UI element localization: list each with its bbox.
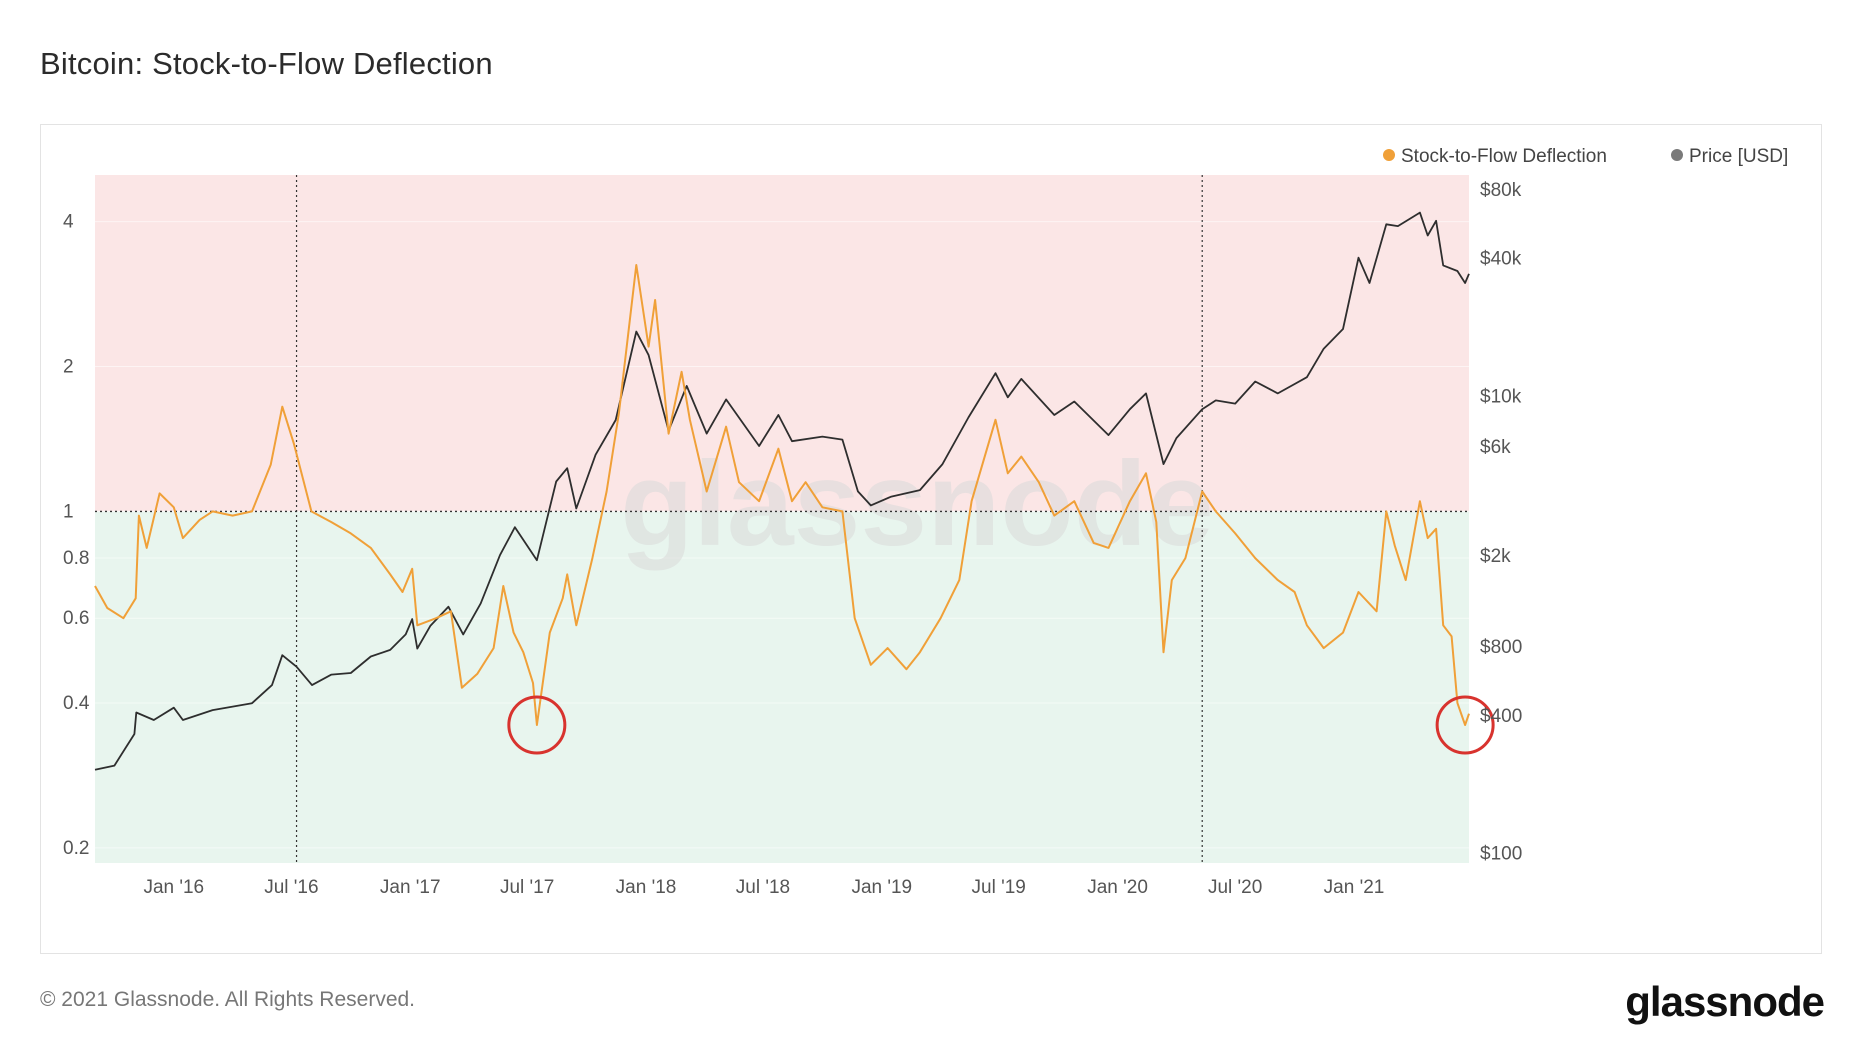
legend-label-price: Price [USD] xyxy=(1689,146,1788,167)
legend-swatch-price xyxy=(1671,149,1683,161)
x-tick-label: Jul '19 xyxy=(972,877,1026,898)
y-right-tick-label: $40k xyxy=(1480,249,1522,270)
x-tick-label: Jan '20 xyxy=(1087,877,1148,898)
y-left-tick-label: 0.8 xyxy=(63,548,89,569)
y-left-tick-label: 0.6 xyxy=(63,608,89,629)
legend-swatch-deflection xyxy=(1383,149,1395,161)
legend-item-price[interactable]: Price [USD] xyxy=(1671,146,1788,167)
overvalued-zone xyxy=(95,175,1469,512)
value-zones xyxy=(95,175,1469,863)
glassnode-logo[interactable]: glassnode xyxy=(1625,978,1825,1025)
x-tick-label: Jan '16 xyxy=(143,877,204,898)
x-tick-label: Jan '21 xyxy=(1324,877,1385,898)
y-left-tick-label: 0.4 xyxy=(63,693,90,714)
x-tick-label: Jan '17 xyxy=(380,877,441,898)
highlight-layer xyxy=(507,695,1495,755)
deflection-line xyxy=(94,264,1470,726)
x-tick-label: Jul '18 xyxy=(736,877,790,898)
x-tick-label: Jan '18 xyxy=(616,877,677,898)
y-left-tick-label: 1 xyxy=(63,501,74,522)
x-tick-label: Jul '20 xyxy=(1208,877,1262,898)
left-axis: 0.2 0.4 0.6 0.8 1 2 4 xyxy=(63,212,90,859)
y-left-tick-label: 4 xyxy=(63,212,74,233)
price-line xyxy=(94,211,1470,771)
legend-item-deflection[interactable]: Stock-to-Flow Deflection xyxy=(1383,146,1607,167)
y-right-tick-label: $800 xyxy=(1480,637,1522,658)
y-left-tick-label: 0.2 xyxy=(63,838,89,859)
legend-label-deflection: Stock-to-Flow Deflection xyxy=(1401,146,1607,167)
y-right-tick-label: $100 xyxy=(1480,844,1522,865)
footer-copyright: © 2021 Glassnode. All Rights Reserved. xyxy=(40,988,416,1011)
legend[interactable]: Stock-to-Flow Deflection Price [USD] xyxy=(1383,146,1788,167)
right-axis: $100 $400 $800 $2k $6k $10k $40k $80k xyxy=(1480,180,1522,865)
x-tick-label: Jan '19 xyxy=(851,877,912,898)
highlight-circle xyxy=(507,695,567,755)
y-right-tick-label: $400 xyxy=(1480,706,1522,727)
watermark-text: glassnode xyxy=(620,437,1214,571)
series-layer xyxy=(94,211,1470,771)
y-right-tick-label: $2k xyxy=(1480,546,1511,567)
page-title: Bitcoin: Stock-to-Flow Deflection xyxy=(40,46,493,81)
x-axis: Jan '16 Jul '16 Jan '17 Jul '17 Jan '18 Jul '… xyxy=(143,877,1384,898)
undervalued-zone xyxy=(95,511,1469,863)
x-tick-label: Jul '16 xyxy=(264,877,318,898)
gridlines xyxy=(95,221,1469,849)
x-tick-label: Jul '17 xyxy=(500,877,554,898)
y-right-tick-label: $80k xyxy=(1480,180,1522,201)
y-right-tick-label: $10k xyxy=(1480,386,1522,407)
y-left-tick-label: 2 xyxy=(63,357,74,378)
chart-frame: glassnode 0.2 0.4 0.6 0.8 1 2 4 $100 $400 $800 $2… xyxy=(40,124,1822,954)
y-right-tick-label: $6k xyxy=(1480,437,1511,458)
chart-svg: glassnode 0.2 0.4 0.6 0.8 1 2 4 $100 $400 $800 $2… xyxy=(63,146,1788,898)
highlight-circle xyxy=(1435,695,1495,755)
